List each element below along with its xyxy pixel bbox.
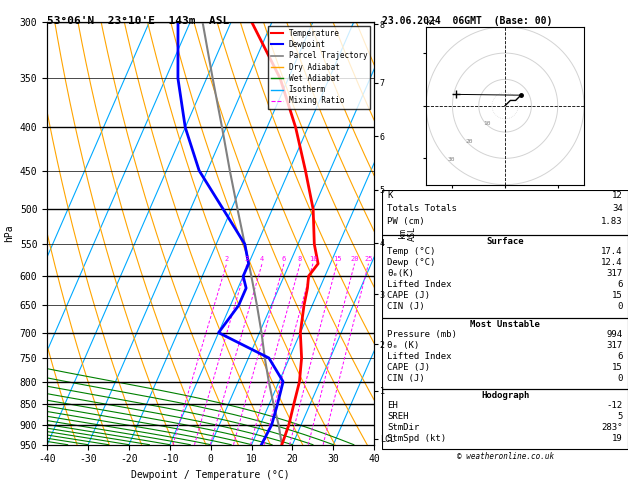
Legend: Temperature, Dewpoint, Parcel Trajectory, Dry Adiabat, Wet Adiabat, Isotherm, Mi: Temperature, Dewpoint, Parcel Trajectory… — [268, 26, 370, 108]
Text: PW (cm): PW (cm) — [387, 217, 425, 226]
Text: 6: 6 — [618, 352, 623, 361]
Bar — [382, 389, 628, 449]
Y-axis label: hPa: hPa — [4, 225, 14, 242]
Text: 0: 0 — [618, 302, 623, 311]
Text: 12: 12 — [612, 191, 623, 201]
Text: EH: EH — [387, 401, 398, 410]
Bar — [382, 318, 628, 389]
Text: CIN (J): CIN (J) — [387, 374, 425, 383]
Text: 317: 317 — [607, 269, 623, 278]
Text: 4: 4 — [260, 256, 264, 261]
Text: 53°06'N  23°10'E  143m  ASL: 53°06'N 23°10'E 143m ASL — [47, 16, 230, 26]
Text: Most Unstable: Most Unstable — [470, 320, 540, 329]
Text: Dewp (°C): Dewp (°C) — [387, 258, 436, 267]
Text: 6: 6 — [282, 256, 286, 261]
Text: θₑ(K): θₑ(K) — [387, 269, 415, 278]
Text: 0: 0 — [618, 374, 623, 383]
Text: 25: 25 — [364, 256, 373, 261]
X-axis label: Dewpoint / Temperature (°C): Dewpoint / Temperature (°C) — [131, 470, 290, 480]
Text: 12.4: 12.4 — [601, 258, 623, 267]
Text: Totals Totals: Totals Totals — [387, 205, 457, 213]
Text: θₑ (K): θₑ (K) — [387, 341, 420, 350]
Text: 23.06.2024  06GMT  (Base: 00): 23.06.2024 06GMT (Base: 00) — [382, 16, 553, 26]
Text: 30: 30 — [448, 157, 455, 162]
Text: 317: 317 — [607, 341, 623, 350]
Text: 2: 2 — [225, 256, 229, 261]
Bar — [382, 235, 628, 318]
Text: kt: kt — [426, 17, 436, 27]
Text: 17.4: 17.4 — [601, 247, 623, 256]
Text: 5: 5 — [618, 412, 623, 421]
Bar — [382, 190, 628, 235]
Text: K: K — [387, 191, 392, 201]
Text: 19: 19 — [612, 434, 623, 443]
Text: 8: 8 — [298, 256, 302, 261]
Text: 15: 15 — [333, 256, 341, 261]
Text: 20: 20 — [465, 139, 473, 144]
Text: SREH: SREH — [387, 412, 409, 421]
Text: 10: 10 — [309, 256, 317, 261]
Text: CAPE (J): CAPE (J) — [387, 363, 430, 372]
Text: Hodograph: Hodograph — [481, 391, 529, 400]
Text: CAPE (J): CAPE (J) — [387, 291, 430, 300]
Text: 20: 20 — [350, 256, 359, 261]
Text: 15: 15 — [612, 363, 623, 372]
Text: StmDir: StmDir — [387, 423, 420, 432]
Text: Pressure (mb): Pressure (mb) — [387, 330, 457, 339]
Text: -12: -12 — [607, 401, 623, 410]
Text: StmSpd (kt): StmSpd (kt) — [387, 434, 447, 443]
Text: 10: 10 — [484, 121, 491, 126]
Text: 1.83: 1.83 — [601, 217, 623, 226]
Text: Surface: Surface — [486, 237, 524, 246]
Text: 283°: 283° — [601, 423, 623, 432]
Text: 15: 15 — [612, 291, 623, 300]
Text: 3: 3 — [245, 256, 249, 261]
Y-axis label: km
ASL: km ASL — [398, 226, 417, 241]
Text: © weatheronline.co.uk: © weatheronline.co.uk — [457, 452, 554, 461]
Text: Lifted Index: Lifted Index — [387, 352, 452, 361]
Text: 994: 994 — [607, 330, 623, 339]
Text: Lifted Index: Lifted Index — [387, 280, 452, 289]
Text: CIN (J): CIN (J) — [387, 302, 425, 311]
Text: 34: 34 — [612, 205, 623, 213]
Text: 6: 6 — [618, 280, 623, 289]
Text: Temp (°C): Temp (°C) — [387, 247, 436, 256]
